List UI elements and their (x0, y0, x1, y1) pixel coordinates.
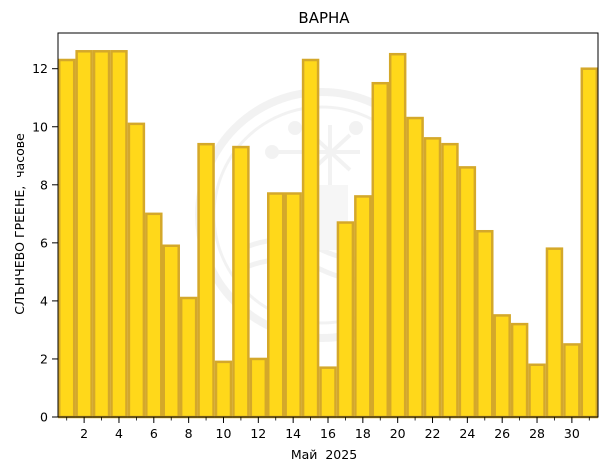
x-tick-label: 2 (80, 426, 88, 441)
bar (110, 50, 128, 419)
bar (179, 296, 198, 419)
bar (57, 58, 76, 419)
x-tick-label: 10 (216, 426, 232, 441)
bar (249, 357, 268, 419)
bar (545, 247, 564, 419)
x-tick-label: 24 (459, 426, 475, 441)
x-tick-label: 16 (320, 426, 336, 441)
x-tick-label: 20 (390, 426, 406, 441)
bar (127, 122, 146, 419)
x-tick-label: 14 (285, 426, 301, 441)
bar (284, 192, 302, 419)
y-tick-label: 12 (32, 61, 48, 76)
bar (441, 142, 459, 419)
bar (232, 145, 250, 419)
bar (371, 81, 389, 419)
bar (267, 192, 285, 419)
x-tick-label: 6 (150, 426, 158, 441)
x-tick-label: 28 (529, 426, 545, 441)
chart-title: ВАРНА (298, 9, 350, 27)
x-tick-label: 8 (185, 426, 193, 441)
bar (319, 366, 337, 419)
bar (214, 360, 233, 419)
bar (580, 67, 599, 419)
bar (423, 137, 442, 419)
x-tick-label: 22 (425, 426, 441, 441)
bar (197, 142, 215, 419)
y-tick-label: 4 (40, 293, 48, 308)
y-tick-label: 8 (40, 177, 48, 192)
bar (406, 116, 424, 419)
x-tick-label: 18 (355, 426, 371, 441)
bar (493, 314, 511, 419)
bar (301, 58, 320, 419)
y-axis-label: СЛЪНЧЕВО ГРЕЕНЕ, часове (12, 133, 27, 315)
x-tick-label: 26 (494, 426, 510, 441)
x-tick-label: 30 (564, 426, 580, 441)
bar (75, 50, 93, 419)
bar (162, 244, 180, 419)
bar (563, 343, 581, 419)
bar (476, 229, 494, 419)
bar (145, 212, 163, 419)
x-axis-label: Май 2025 (291, 447, 357, 462)
bar (336, 221, 355, 419)
bar (528, 363, 546, 419)
bar (388, 52, 407, 419)
y-tick-label: 0 (40, 410, 48, 425)
bar (458, 166, 477, 419)
y-tick-label: 2 (40, 351, 48, 366)
bar (354, 195, 372, 419)
y-tick-label: 10 (32, 119, 48, 134)
x-tick-label: 4 (115, 426, 123, 441)
bar (510, 322, 529, 419)
bar (92, 50, 111, 419)
x-tick-label: 12 (250, 426, 266, 441)
y-tick-label: 6 (40, 235, 48, 250)
